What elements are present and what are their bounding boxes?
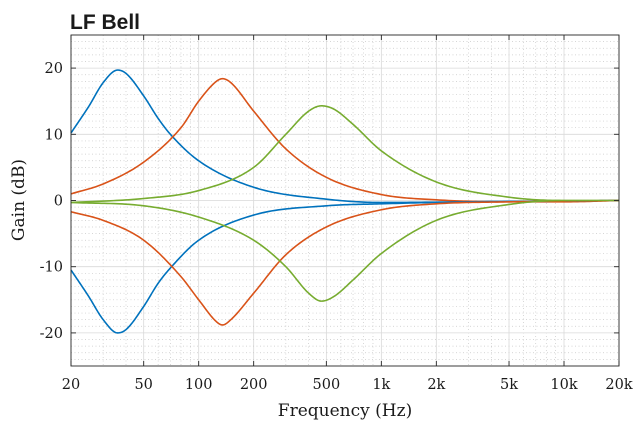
y-tick-label: 0 (54, 194, 63, 210)
x-tick-label: 20 (62, 377, 80, 393)
series-line-2 (70, 77, 620, 203)
series-line-6 (70, 199, 619, 302)
y-axis-label: Gain (dB) (9, 159, 29, 241)
series-line-1 (70, 69, 620, 204)
x-tick-label: 1k (372, 377, 390, 393)
x-tick-label: 20k (605, 377, 632, 393)
x-tick-label: 50 (134, 377, 152, 393)
series-line-5 (70, 199, 620, 326)
y-tick-label: 20 (45, 61, 63, 77)
x-axis-ticks: 20 50 100 200 500 1k 2k 5k 10k 20k (62, 35, 633, 393)
x-axis-label: Frequency (Hz) (278, 401, 412, 421)
x-tick-label: 200 (240, 377, 268, 393)
series-line-4 (70, 199, 620, 334)
x-tick-label: 100 (185, 377, 213, 393)
y-tick-label: -20 (40, 326, 63, 342)
x-tick-label: 500 (313, 377, 341, 393)
x-tick-label: 5k (500, 377, 518, 393)
curves (70, 69, 620, 334)
y-tick-label: 10 (45, 127, 63, 143)
y-axis-ticks: 20 10 0 -10 -20 (40, 61, 619, 342)
chart-title: LF Bell (70, 11, 140, 34)
series-line-3 (70, 105, 619, 204)
y-tick-label: -10 (40, 260, 63, 276)
x-tick-label: 10k (550, 377, 577, 393)
x-tick-label: 2k (427, 377, 445, 393)
